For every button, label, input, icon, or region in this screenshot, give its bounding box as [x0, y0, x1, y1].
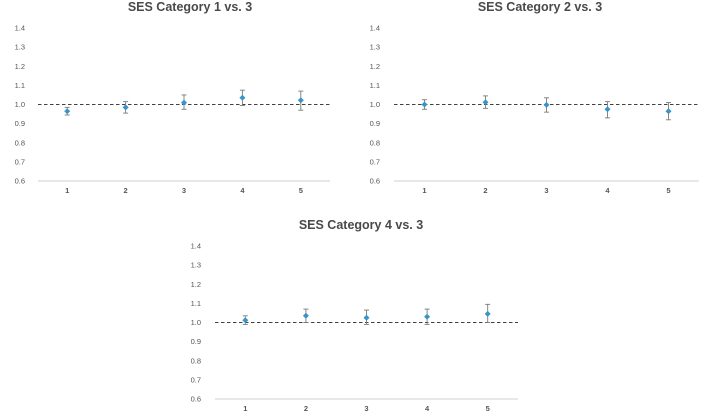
y-tick-label: 0.6	[191, 395, 201, 404]
y-tick-label: 1.1	[191, 299, 201, 308]
chart-panel-3: SES Category 4 vs. 3 0.6 0.7 0.8 0.9 1.0 1.1 1…	[178, 218, 528, 418]
x-tick-label: 5	[486, 404, 490, 413]
data-point-marker	[297, 97, 304, 104]
data-point-marker	[424, 313, 431, 320]
x-tick-label: 2	[124, 186, 128, 195]
data-point-group	[181, 94, 187, 110]
data-point-group	[424, 308, 431, 325]
data-point-group	[122, 101, 129, 114]
y-tick-label: 1.4	[15, 24, 25, 33]
y-tick-label: 0.6	[370, 177, 380, 186]
data-point-group	[421, 99, 428, 110]
data-point-group	[297, 90, 304, 111]
data-point-group	[604, 101, 611, 119]
y-tick-label: 1.0	[191, 318, 201, 327]
y-tick-label: 0.9	[191, 337, 201, 346]
x-tick-label: 3	[544, 186, 548, 195]
chart-title: SES Category 1 vs. 3	[127, 0, 253, 14]
plot-area: 0.6 0.7 0.8 0.9 1.0 1.1 1.2 1.3 1.4 1 2 3 4 5	[15, 24, 330, 195]
data-point-marker	[242, 317, 249, 324]
x-tick-label: 1	[422, 186, 426, 195]
x-tick-label: 4	[240, 186, 245, 195]
data-point-group	[302, 308, 309, 323]
y-tick-label: 0.7	[370, 157, 380, 166]
chart-title: SES Category 4 vs. 3	[298, 218, 424, 232]
y-tick-label: 0.8	[370, 138, 380, 147]
y-tick-label: 0.9	[15, 119, 25, 128]
data-point-group	[484, 303, 491, 323]
x-tick-label: 5	[666, 186, 670, 195]
data-point-marker	[64, 108, 71, 115]
chart-panel-2: SES Category 2 vs. 3 0.6 0.7 0.8 0.9 1.0 1.1 1…	[357, 0, 707, 195]
y-tick-label: 1.0	[15, 100, 25, 109]
data-point-group	[363, 309, 370, 325]
y-tick-label: 1.0	[370, 100, 380, 109]
y-tick-label: 1.4	[370, 24, 380, 33]
data-point-group	[482, 95, 489, 109]
data-point-marker	[363, 314, 370, 321]
x-tick-label: 1	[243, 404, 247, 413]
y-tick-label: 0.9	[370, 119, 380, 128]
data-point-group	[239, 89, 246, 106]
y-tick-label: 1.1	[370, 81, 380, 90]
y-tick-label: 1.2	[15, 62, 25, 71]
plot-area: 0.6 0.7 0.8 0.9 1.0 1.1 1.2 1.3 1.4 1 2 3 4 5	[191, 242, 518, 413]
chart-title: SES Category 2 vs. 3	[477, 0, 603, 14]
y-tick-label: 1.2	[370, 62, 380, 71]
x-tick-label: 5	[299, 186, 303, 195]
y-tick-label: 0.8	[191, 356, 201, 365]
data-point-marker	[484, 310, 491, 317]
y-tick-label: 0.7	[15, 157, 25, 166]
y-tick-label: 1.3	[15, 43, 25, 52]
x-tick-label: 2	[483, 186, 487, 195]
data-point-marker	[302, 312, 309, 319]
data-point-marker	[665, 108, 672, 115]
data-point-marker	[604, 106, 611, 113]
x-tick-label: 1	[65, 186, 69, 195]
y-tick-label: 0.6	[15, 177, 25, 186]
data-point-marker	[543, 101, 550, 108]
y-tick-label: 1.4	[191, 242, 201, 251]
data-point-marker	[122, 104, 129, 111]
y-tick-label: 1.1	[15, 81, 25, 90]
y-tick-label: 1.2	[191, 280, 201, 289]
data-point-group	[665, 102, 672, 121]
data-point-marker	[181, 99, 187, 106]
data-point-group	[242, 315, 249, 325]
x-tick-label: 3	[182, 186, 186, 195]
x-tick-label: 2	[304, 404, 308, 413]
data-point-marker	[239, 94, 246, 101]
y-tick-label: 0.8	[15, 138, 25, 147]
plot-area: 0.6 0.7 0.8 0.9 1.0 1.1 1.2 1.3 1.4 1 2 3 4 5	[370, 24, 699, 195]
data-point-group	[543, 97, 550, 113]
data-point-group	[64, 106, 71, 116]
x-tick-label: 4	[605, 186, 610, 195]
y-tick-label: 1.3	[370, 43, 380, 52]
x-tick-label: 3	[364, 404, 368, 413]
y-tick-label: 1.3	[191, 261, 201, 270]
x-tick-label: 4	[425, 404, 430, 413]
chart-panel-1: SES Category 1 vs. 3 0.6 0.7 0.8 0.9 1.0 1.1 1…	[0, 0, 350, 195]
data-point-marker	[421, 101, 428, 108]
y-tick-label: 0.7	[191, 375, 201, 384]
data-point-marker	[482, 99, 489, 106]
